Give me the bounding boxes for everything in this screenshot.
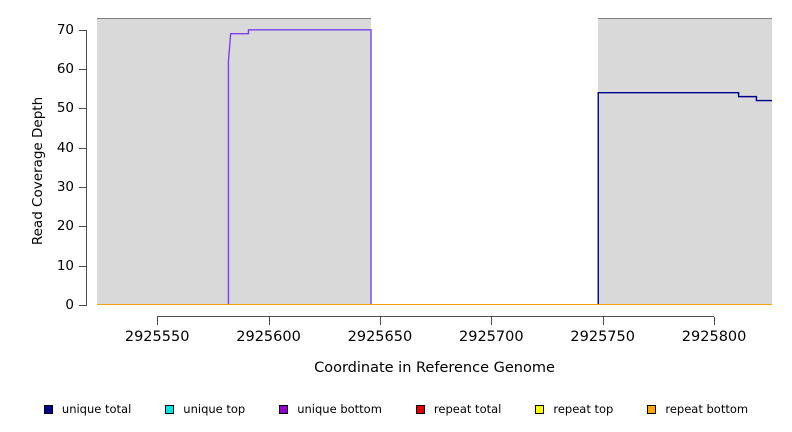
y-axis-title: Read Coverage Depth [30, 96, 46, 246]
y-tick-label: 70 [56, 21, 74, 38]
x-tick-label: 2925550 [124, 329, 190, 345]
legend-item[interactable]: unique bottom [279, 402, 382, 416]
legend-item[interactable]: unique top [165, 402, 245, 416]
y-tick-label: 50 [56, 100, 74, 117]
x-tick [602, 317, 604, 325]
plot-panel [97, 18, 772, 305]
y-tick [79, 305, 87, 306]
y-tick [79, 147, 87, 149]
shaded-band-top-edge [598, 18, 772, 19]
legend-label: unique total [61, 402, 132, 416]
legend-swatch-icon [165, 404, 175, 414]
y-tick-label: 40 [56, 139, 74, 156]
x-tick [714, 317, 716, 325]
legend-swatch-icon [535, 404, 545, 414]
legend-label: unique bottom [297, 402, 382, 416]
x-tick-label: 2925800 [681, 329, 747, 345]
y-tick-label: 30 [56, 179, 74, 196]
legend-label: repeat bottom [665, 402, 749, 416]
y-tick [79, 265, 87, 267]
y-tick [79, 29, 87, 31]
x-axis-title: Coordinate in Reference Genome [314, 360, 555, 376]
y-tick [79, 69, 87, 71]
legend-label: repeat top [553, 402, 614, 416]
shaded-band-top-edge [97, 18, 371, 19]
legend-item[interactable]: repeat bottom [647, 402, 748, 416]
y-axis-line [86, 29, 87, 305]
series-line [97, 30, 772, 305]
x-tick-label: 2925650 [347, 329, 413, 345]
y-tick [79, 108, 87, 110]
y-tick-label: 0 [65, 297, 74, 313]
x-tick-label: 2925600 [236, 329, 301, 345]
legend-swatch-icon [43, 404, 53, 414]
x-tick [157, 317, 159, 325]
x-axis-line [157, 316, 715, 317]
x-tick [491, 317, 493, 325]
y-tick [79, 226, 87, 228]
chart-legend: unique total unique top unique bottom repea… [0, 396, 792, 422]
y-tick [79, 187, 87, 189]
x-tick [268, 317, 270, 325]
y-tick-label: 10 [56, 257, 74, 274]
legend-label: unique top [183, 402, 246, 416]
series-layer [97, 18, 772, 305]
series-line [97, 93, 772, 305]
x-tick-label: 2925700 [459, 329, 524, 345]
legend-item[interactable]: repeat total [415, 402, 502, 416]
legend-swatch-icon [647, 404, 657, 414]
legend-label: repeat total [433, 402, 502, 416]
shaded-band [97, 18, 371, 305]
y-tick-label: 60 [56, 61, 74, 78]
x-tick [379, 317, 381, 325]
legend-item[interactable]: unique total [43, 402, 132, 416]
legend-swatch-icon [415, 404, 425, 414]
legend-item[interactable]: repeat top [535, 402, 613, 416]
x-tick-label: 2925750 [570, 329, 635, 345]
y-tick-label: 20 [56, 218, 74, 235]
shaded-band [598, 18, 772, 305]
legend-swatch-icon [279, 404, 289, 414]
